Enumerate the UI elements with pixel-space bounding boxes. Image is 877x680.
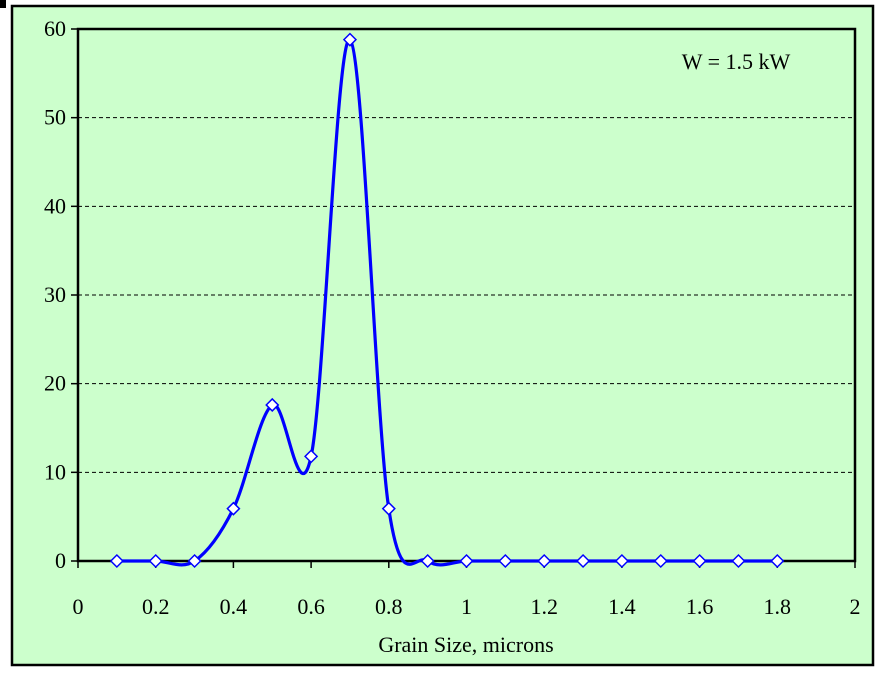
- x-tick-label: 0.4: [220, 594, 248, 619]
- y-tick-label: 60: [44, 16, 66, 41]
- data-point-marker: [381, 501, 396, 516]
- x-tick-label: 1: [461, 594, 472, 619]
- data-point-marker: [692, 553, 707, 569]
- gridlines: [78, 117, 855, 473]
- y-tick-label: 50: [44, 105, 66, 130]
- y-tick-label: 0: [55, 548, 66, 573]
- data-point-marker: [148, 553, 163, 569]
- x-axis-ticks: 0 0.2 0.4 0.6 0.8 1 1.2 1.4 1.6 1.8 2: [73, 561, 861, 619]
- x-tick-label: 1.8: [764, 594, 792, 619]
- data-point-marker: [770, 553, 785, 569]
- y-tick-label: 40: [44, 193, 66, 218]
- data-point-marker: [109, 553, 124, 569]
- data-point-marker: [420, 553, 435, 569]
- corner-handle: [0, 0, 6, 8]
- y-tick-label: 20: [44, 371, 66, 396]
- x-tick-label: 0.6: [297, 594, 325, 619]
- y-tick-label: 30: [44, 282, 66, 307]
- x-tick-label: 0.2: [142, 594, 170, 619]
- data-point-marker: [731, 553, 746, 569]
- data-point-marker: [537, 553, 552, 569]
- data-point-marker: [265, 397, 280, 413]
- x-tick-label: 1.6: [686, 594, 714, 619]
- series-line: [116, 38, 778, 567]
- data-point-marker: [575, 553, 591, 569]
- data-markers: [109, 32, 785, 569]
- data-point-marker: [498, 553, 513, 569]
- x-axis-title: Grain Size, microns: [378, 632, 553, 657]
- data-point-marker: [226, 501, 241, 516]
- x-tick-label: 1.4: [608, 594, 636, 619]
- data-point-marker: [342, 32, 358, 47]
- data-point-marker: [459, 553, 474, 569]
- x-tick-label: 0.8: [375, 594, 403, 619]
- data-point-marker: [653, 553, 668, 569]
- data-point-marker: [187, 553, 202, 569]
- x-tick-label: 2: [850, 594, 861, 619]
- y-axis-ticks: 0 10 20 30 40 50 60: [44, 16, 78, 573]
- y-tick-label: 10: [44, 459, 66, 484]
- power-annotation: W = 1.5 kW: [682, 49, 791, 74]
- data-point-marker: [304, 449, 319, 464]
- data-point-marker: [614, 553, 629, 569]
- x-tick-label: 0: [73, 594, 84, 619]
- x-tick-label: 1.2: [530, 594, 558, 619]
